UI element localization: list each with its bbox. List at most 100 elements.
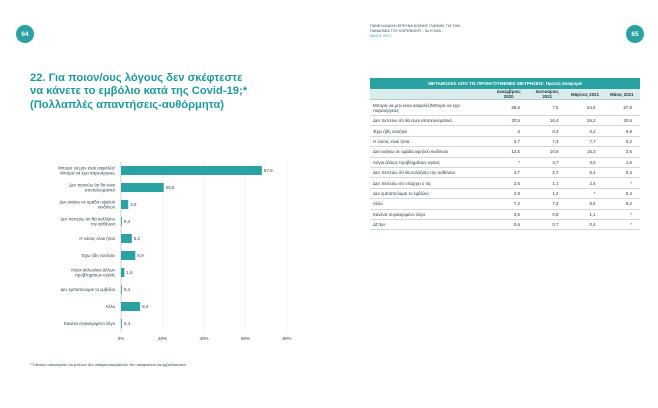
table-cell: 5,2 [603, 136, 640, 148]
table-row-label: Κανένα συγκεκριμένο λόγο [370, 209, 490, 220]
table-cell: 0,8 [527, 209, 567, 220]
x-tick-label: 40% [199, 336, 208, 341]
table-row: Μπορεί να μην είναι ασφαλές/Μπορεί να έχ… [370, 99, 640, 116]
table-row: Έχω ήδη νοσήσει 2 0,2 0,2 6,9 [370, 125, 640, 137]
bar [121, 217, 122, 226]
table-cell: 7,4 [527, 136, 567, 148]
category-label-line: Μπορεί να μην είναι ασφαλές/ [58, 166, 116, 171]
table-column-header: Ιανουάριος 2021 [527, 89, 567, 100]
x-tick-label: 80% [282, 336, 291, 341]
table-cell: 2 [489, 125, 528, 137]
table-cell: 2,9 [489, 188, 528, 200]
table-cell: 0,2 [527, 125, 567, 137]
data-label: 5,2 [134, 236, 141, 241]
table-cell: 3,7 [489, 136, 528, 148]
category-label: Δεν πιστεύω ότι θα είναι αποτελεσματικό [69, 183, 116, 193]
data-label: 6,9 [137, 253, 144, 258]
category-label-line: Μπορεί να έχει παρενέργειες [60, 171, 115, 176]
table-cell: 67,9 [603, 99, 640, 116]
table-cell: 3,6 [566, 157, 604, 168]
table-cell: 0,7 [527, 219, 567, 231]
table-cell: 5,4 [566, 167, 604, 179]
table-row: Λόγοι άλλων προβλημάτων υγείας * 3,7 3,6… [370, 157, 640, 168]
table-cell: 1,1 [566, 209, 604, 220]
table-header-row: Δεκέμβριος 2020 Ιανουάριος 2021 Μάρτιος … [370, 89, 640, 100]
table-row-label: ΔΓ/ΔΑ [370, 219, 490, 231]
table-cell: 54,5 [566, 99, 604, 116]
question-line-1: 22. Για ποιον/ους λόγους δεν σκέφτεστε [30, 72, 243, 84]
category-label: Μπορεί να μην είναι ασφαλές/Μπορεί να έχ… [58, 166, 116, 176]
category-label-line: κινδύνου [98, 205, 116, 210]
table-cell: 10,8 [527, 146, 567, 158]
category-label-line: την ασθένεια [91, 222, 116, 227]
header-date: ΜΑΙΟΣ 2021 [370, 34, 392, 39]
category-label-line: Άλλο [106, 304, 116, 309]
table-cell: 7,5 [527, 99, 567, 116]
table-row: Κανένα συγκεκριμένο λόγο 2,5 0,8 1,1 * [370, 209, 640, 220]
category-label-line: Δεν ανήκω σε ομάδα υψηλού [59, 200, 115, 205]
header-line-1: ΠΑΝΕΛΛΑΔΙΚΗ ΕΡΕΥΝΑ ΚΟΙΝΗΣ ΓΝΩΜΗΣ ΓΙΑ ΤΗΝ [370, 24, 461, 28]
table-row-label: Δεν πιστεύω ότι υπάρχει ο ιός [370, 177, 490, 189]
table-cell: 20,6 [603, 115, 640, 127]
table-row-label: Δεν ανήκω σε ομάδα υψηλού κινδύνου [370, 146, 490, 158]
table-cell: * [489, 157, 528, 168]
page-number-left: 64 [16, 25, 34, 43]
data-label: 1,6 [126, 270, 133, 275]
table-cell: * [603, 219, 640, 231]
category-label-line: Δεν πιστεύω ότι θα είναι [69, 183, 115, 188]
category-label-line: Έχω ήδη νοσήσει [80, 253, 115, 258]
header-line-2: ΠΑΝΔΗΜΙΑ ΤΟΥ ΚΟΡΩΝΟΪΟΥ - 5ο ΚΥΜΑ [370, 29, 441, 34]
bar [121, 268, 125, 277]
table-row-label: Δεν εμπιστεύομαι το εμβόλιο [370, 188, 490, 200]
table-row-label: Έχω ήδη νοσήσει [370, 125, 490, 137]
table-cell: 7,2 [489, 198, 528, 210]
table-cell: 3,5 [603, 146, 640, 158]
table-row: Δεν ανήκω σε ομάδα υψηλού κινδύνου 12,5 … [370, 146, 640, 158]
table-title: ΜΕΤΑΒΟΛΕΣ ΑΠΟ ΤΙΣ ΠΡΟΗΓΟΥΜΕΝΕΣ ΜΕΤΡΗΣΕΙΣ… [370, 78, 640, 89]
category-label: Έχω ήδη νοσήσει [80, 253, 115, 258]
category-label: Κανένα συγκεκριμένο λόγο [64, 321, 116, 326]
category-label-line: Δεν πιστεύω ότι θα κολλήσω [60, 217, 115, 222]
bar [121, 234, 132, 243]
table-row: Η νόσος είναι ήπια 3,7 7,4 7,7 5,2 [370, 136, 640, 148]
table-column-header: Δεκέμβριος 2020 [489, 89, 528, 100]
table-cell: 2,5 [489, 209, 528, 220]
category-label-line: προβλημάτων υγείας [75, 273, 115, 278]
table-cell: 68,6 [489, 99, 528, 116]
category-label-line: Δεν εμπιστεύομαι το εμβόλιο [61, 287, 116, 292]
table-row-label: Δεν πιστεύω ότι θα είναι αποτελεσματικό [370, 115, 490, 127]
table-row-label: Η νόσος είναι ήπια [370, 136, 490, 148]
bar [121, 200, 129, 209]
category-label-line: Η νόσος είναι ήπια [79, 236, 115, 241]
table-cell: 0,2 [566, 125, 604, 137]
table-column-header: Μάιος 2021 [603, 89, 640, 100]
footnote: * Όσοι/ες απάντησαν ότι μάλλον δεν σκέφτ… [30, 362, 187, 367]
data-label: 9,2 [142, 304, 149, 309]
table-row-label: Λόγοι άλλων προβλημάτων υγείας [370, 157, 490, 168]
data-label: 67,9 [264, 168, 273, 173]
table-cell: 16,3 [566, 146, 604, 158]
x-tick-label: 0% [118, 336, 125, 341]
table-cell: * [566, 188, 604, 200]
table-row: Άλλο 7,2 7,3 9,5 9,2 [370, 198, 640, 210]
category-label-line: αποτελεσματικό [85, 188, 116, 193]
question-line-2: να κάνετε το εμβόλιο κατά της Covid-19;* [30, 85, 248, 98]
data-label: 20,6 [166, 185, 175, 190]
table-cell: 0,4 [603, 167, 640, 179]
table-row-label: Μπορεί να μην είναι ασφαλές/Μπορεί να έχ… [370, 99, 490, 116]
table-cell: 9,5 [566, 198, 604, 210]
table-cell: 7,7 [566, 136, 604, 148]
table-cell: 0,4 [566, 219, 604, 231]
table-row-label: Δεν πιστεύω ότι θα κολλήσω την ασθένεια [370, 167, 490, 179]
table-cell: 20,5 [489, 115, 528, 127]
table-cell: 2,4 [566, 177, 604, 189]
table-cell: 12,5 [489, 146, 528, 158]
table-row: Δεν εμπιστεύομαι το εμβόλιο 2,9 1,2 * 0,… [370, 188, 640, 200]
table-row: Δεν πιστεύω ότι θα είναι αποτελεσματικό … [370, 115, 640, 127]
data-label: 0,4 [124, 321, 131, 326]
bar [121, 319, 122, 328]
bar [121, 285, 122, 294]
table-row: ΔΓ/ΔΑ 0,6 0,7 0,4 * [370, 219, 640, 231]
table-cell: 0,6 [489, 219, 528, 231]
